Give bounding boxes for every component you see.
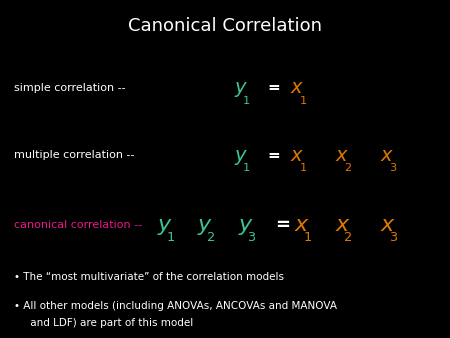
Text: 1: 1 [299, 96, 306, 106]
Text: and LDF) are part of this model: and LDF) are part of this model [14, 318, 193, 328]
Text: 1: 1 [299, 163, 306, 173]
Text: simple correlation --: simple correlation -- [14, 83, 125, 93]
Text: x: x [335, 146, 347, 165]
Text: =: = [275, 216, 290, 234]
Text: 2: 2 [344, 163, 351, 173]
Text: =: = [268, 148, 280, 163]
Text: 1: 1 [243, 163, 250, 173]
Text: y: y [238, 215, 252, 235]
Text: • The “most multivariate” of the correlation models: • The “most multivariate” of the correla… [14, 272, 284, 282]
Text: y: y [234, 146, 246, 165]
Text: 2: 2 [344, 231, 352, 244]
Text: =: = [268, 80, 280, 95]
Text: y: y [158, 215, 171, 235]
Text: canonical correlation --: canonical correlation -- [14, 220, 142, 230]
Text: x: x [380, 146, 392, 165]
Text: 2: 2 [207, 231, 215, 244]
Text: y: y [198, 215, 211, 235]
Text: y: y [234, 78, 246, 97]
Text: Canonical Correlation: Canonical Correlation [128, 17, 322, 35]
Text: 1: 1 [304, 231, 312, 244]
Text: • All other models (including ANOVAs, ANCOVAs and MANOVA: • All other models (including ANOVAs, AN… [14, 301, 337, 311]
Text: x: x [380, 215, 393, 235]
Text: x: x [290, 78, 302, 97]
Text: x: x [335, 215, 348, 235]
Text: 1: 1 [243, 96, 250, 106]
Text: multiple correlation --: multiple correlation -- [14, 150, 134, 161]
Text: 3: 3 [248, 231, 256, 244]
Text: x: x [295, 215, 308, 235]
Text: 3: 3 [389, 231, 397, 244]
Text: 3: 3 [389, 163, 396, 173]
Text: x: x [290, 146, 302, 165]
Text: 1: 1 [166, 231, 175, 244]
